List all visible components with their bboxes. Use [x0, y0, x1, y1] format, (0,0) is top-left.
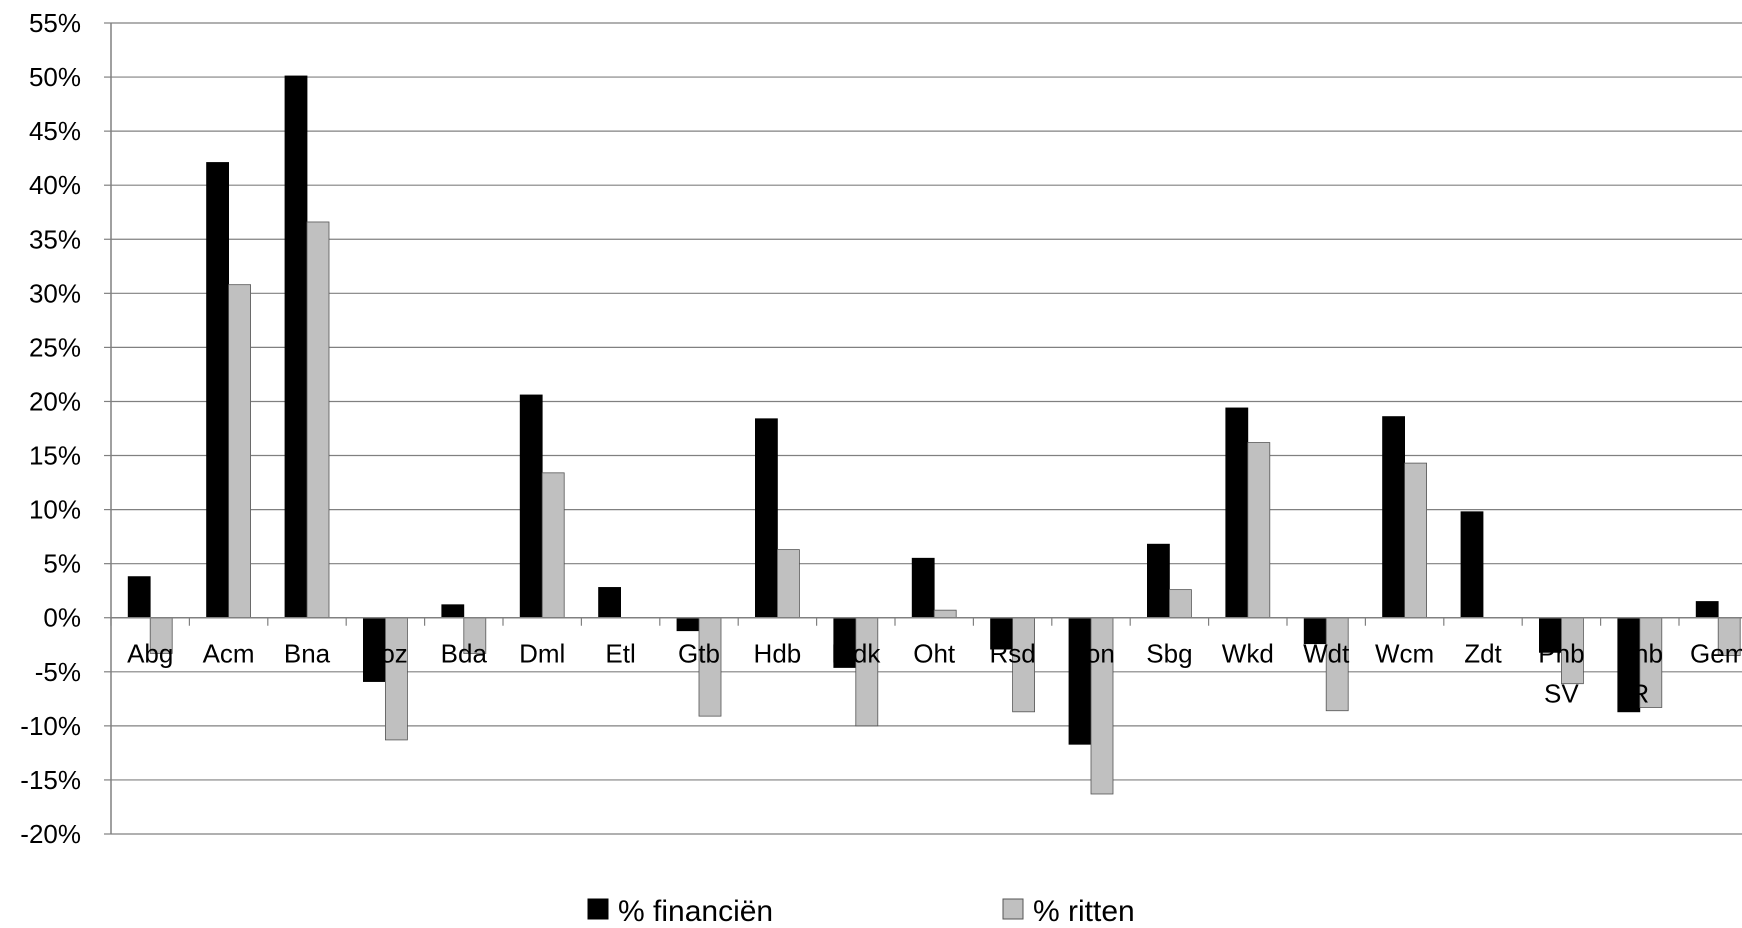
bar-financien: [1382, 416, 1405, 619]
category-label: Pnb: [1538, 639, 1584, 669]
category-label: Mdk: [831, 639, 881, 669]
bar-financien: [127, 576, 151, 619]
bar-ritten: [384, 617, 408, 741]
category-label: SV: [1544, 679, 1579, 709]
bar-financien: [598, 587, 621, 619]
axes: [110, 23, 1742, 834]
bar-financien: [1460, 511, 1484, 619]
category-labels: Abg Acm Bna Boz Bda Dml Etl Gtb Hdb Mdk Oht Rsd Ron S…: [127, 639, 1742, 709]
bar-ritten: [855, 617, 879, 727]
bar-ritten: [541, 472, 565, 619]
bar-ritten: [228, 284, 252, 619]
y-tick-label: 55%: [29, 8, 81, 38]
y-tick-label: -15%: [20, 765, 81, 795]
bar-ritten: [933, 609, 957, 619]
category-label: Dml: [519, 639, 565, 669]
category-label: Hdb: [754, 639, 802, 669]
y-tick-label: 10%: [29, 495, 81, 525]
category-label: Oht: [913, 639, 956, 669]
legend-swatch: [587, 898, 609, 920]
bar-financien: [1695, 601, 1719, 619]
y-tick-label: 5%: [43, 549, 81, 579]
legend-swatch: [1002, 898, 1024, 920]
category-label: Gem: [1690, 639, 1742, 669]
bar-financien: [676, 617, 700, 632]
category-label: Ron: [1067, 639, 1115, 669]
bar-ritten: [777, 549, 800, 619]
y-tick-label: -10%: [20, 711, 81, 741]
category-label: R: [1630, 679, 1649, 709]
legend: % financiën % ritten: [587, 895, 1135, 928]
legend-label: % financiën: [618, 895, 773, 928]
bar-ritten: [1404, 462, 1427, 619]
bar-financien: [911, 557, 935, 619]
bar-ritten: [1169, 589, 1192, 619]
category-label: Wcm: [1375, 639, 1434, 669]
category-label: Rsd: [989, 639, 1035, 669]
bar-ritten: [1247, 442, 1271, 619]
y-tick-label: 0%: [43, 603, 81, 633]
bar-financien: [519, 394, 543, 619]
category-label: Bda: [441, 639, 488, 669]
category-label: Sbg: [1146, 639, 1192, 669]
bar-financien: [755, 418, 778, 619]
y-tick-label: -5%: [35, 657, 81, 687]
y-tick-label: -20%: [20, 819, 81, 849]
bar-financien: [206, 162, 230, 619]
y-tick-label: 40%: [29, 170, 81, 200]
bar-financien: [1225, 407, 1249, 619]
y-axis-tick-labels: 55% 50% 45% 40% 35% 30% 25% 20% 15% 10% 5% 0% -5% -10…: [20, 8, 81, 849]
bar-financien: [1147, 543, 1170, 619]
y-tick-label: 45%: [29, 116, 81, 146]
bar-financien: [441, 604, 465, 619]
category-label: Gtb: [678, 639, 720, 669]
y-tick-label: 50%: [29, 62, 81, 92]
category-label: Zdt: [1464, 639, 1502, 669]
category-label: Wkd: [1222, 639, 1274, 669]
category-label: Boz: [363, 639, 408, 669]
legend-label: % ritten: [1033, 895, 1135, 928]
category-label: Abg: [127, 639, 173, 669]
category-label: Pnb: [1617, 639, 1663, 669]
y-tick-label: 20%: [29, 386, 81, 416]
category-label: Wdt: [1303, 639, 1350, 669]
y-tick-label: 30%: [29, 278, 81, 308]
gridlines: [104, 22, 1742, 835]
bar-financien: [1068, 617, 1092, 745]
y-tick-label: 15%: [29, 441, 81, 471]
category-label: Acm: [203, 639, 255, 669]
y-tick-label: 35%: [29, 224, 81, 254]
y-tick-label: 25%: [29, 332, 81, 362]
category-label: Etl: [605, 639, 635, 669]
category-label: Bna: [284, 639, 331, 669]
bar-ritten: [306, 221, 330, 619]
bar-financien: [284, 75, 308, 619]
bars: [127, 75, 1741, 795]
